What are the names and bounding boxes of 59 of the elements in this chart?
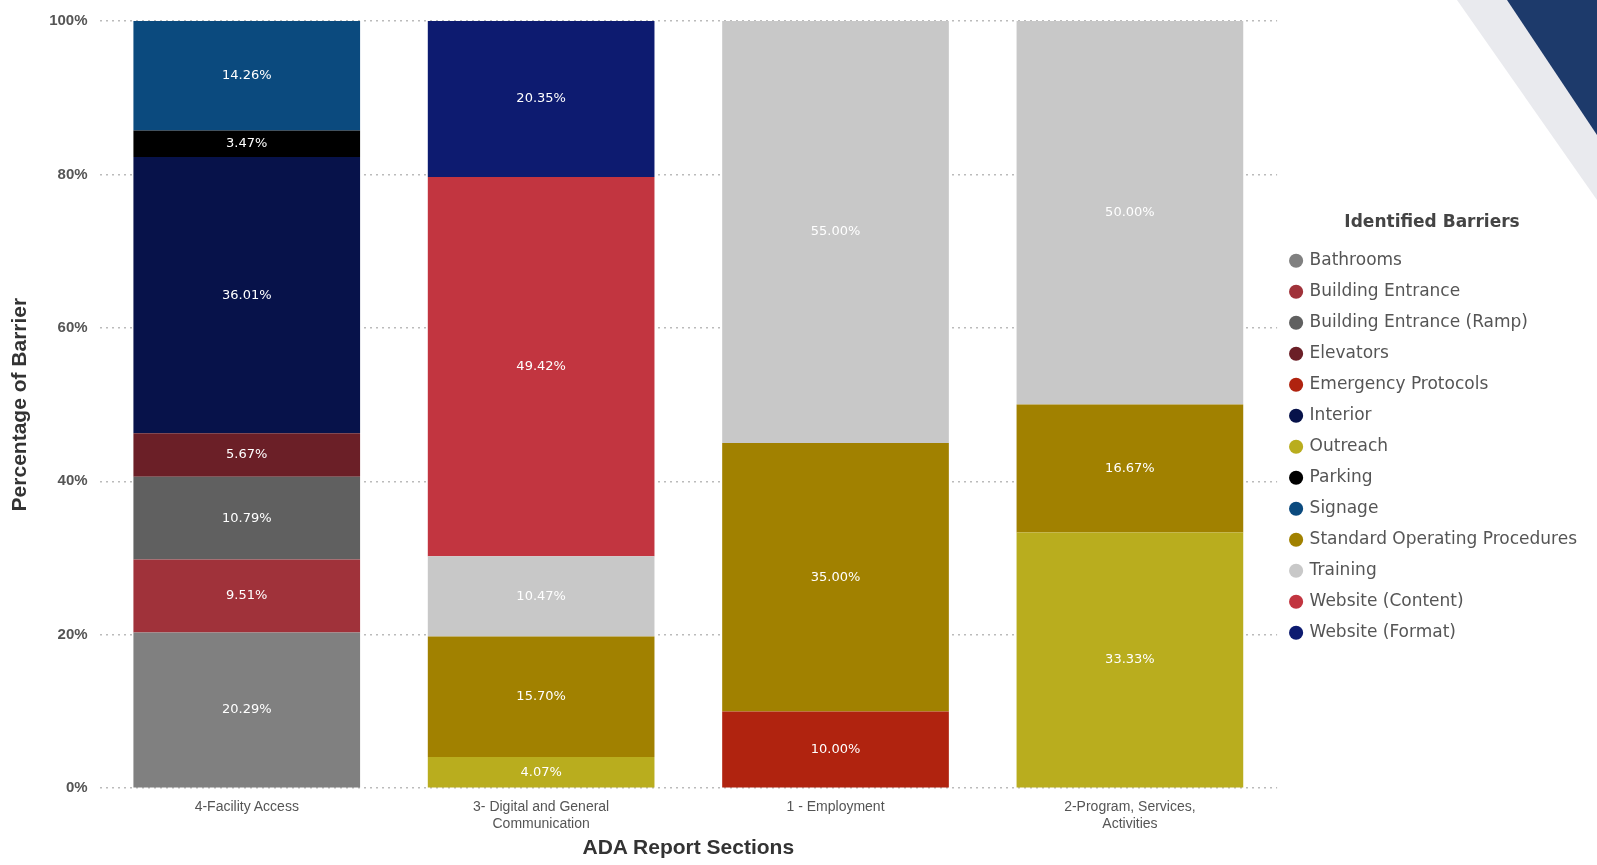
bar [133, 632, 361, 788]
bar [133, 157, 361, 434]
y-tick-label: 100% [49, 11, 88, 29]
legend-label: Interior [1309, 404, 1372, 425]
y-tick-label: 60% [57, 318, 88, 336]
bar [427, 756, 655, 788]
data-label: 4.07% [520, 763, 562, 779]
legend-label: Website (Format) [1309, 621, 1456, 642]
bar [133, 21, 361, 131]
bar [1016, 21, 1244, 405]
legend-label: Training [1308, 559, 1377, 580]
bar [133, 433, 361, 477]
data-label: 14.26% [221, 67, 272, 83]
y-tick-label: 80% [57, 164, 88, 182]
data-label: 49.42% [516, 358, 566, 373]
data-label: 10.00% [810, 740, 861, 756]
data-label: 3.47% [226, 135, 268, 151]
data-label: 15.70% [516, 688, 566, 704]
legend-label: Bathrooms [1309, 249, 1403, 270]
data-label: 35.00% [810, 568, 861, 584]
legend-label: Parking [1309, 466, 1373, 487]
data-label: 33.33% [1105, 651, 1155, 667]
data-label: 36.01% [221, 286, 272, 302]
bar [133, 559, 361, 633]
bar [1016, 532, 1244, 788]
bar [722, 442, 949, 712]
x-tick-label: 2-Program, Services, Activities [1064, 798, 1196, 832]
data-label: 16.67% [1105, 459, 1155, 475]
legend-label: Outreach [1309, 435, 1389, 456]
bar [427, 556, 655, 637]
bar [133, 130, 361, 158]
data-label: 20.29% [221, 701, 272, 717]
bar [427, 21, 655, 178]
legend-label: Website (Content) [1309, 590, 1464, 611]
data-label: 5.67% [226, 446, 268, 462]
legend-label: Signage [1309, 497, 1379, 518]
legend-label: Standard Operating Procedures [1309, 528, 1578, 549]
x-tick-label: 3- Digital and General Communication [473, 798, 610, 832]
bar [722, 711, 949, 788]
x-tick-label: 1 - Employment [786, 798, 885, 815]
bar [133, 476, 361, 560]
legend-label: Building Entrance (Ramp) [1309, 311, 1529, 332]
legend-label: Building Entrance [1309, 280, 1461, 301]
bar [1016, 404, 1244, 533]
y-tick-label: 20% [57, 624, 88, 642]
data-label: 20.35% [516, 90, 566, 106]
y-tick-label: 0% [65, 778, 88, 796]
bar [427, 177, 655, 557]
data-label: 9.51% [226, 587, 268, 603]
x-axis-title: ADA Report Sections [582, 835, 795, 859]
data-label: 10.79% [221, 509, 272, 525]
y-tick-label: 40% [57, 471, 88, 489]
x-tick-label: 4-Facility Access [194, 798, 299, 815]
bar [722, 21, 949, 443]
legend-label: Elevators [1309, 342, 1390, 363]
y-axis-title: Percentage of Barrier [7, 297, 31, 512]
bar [427, 636, 655, 757]
legend-title: Identified Barriers [1344, 210, 1520, 231]
legend-label: Emergency Protocols [1309, 373, 1489, 394]
